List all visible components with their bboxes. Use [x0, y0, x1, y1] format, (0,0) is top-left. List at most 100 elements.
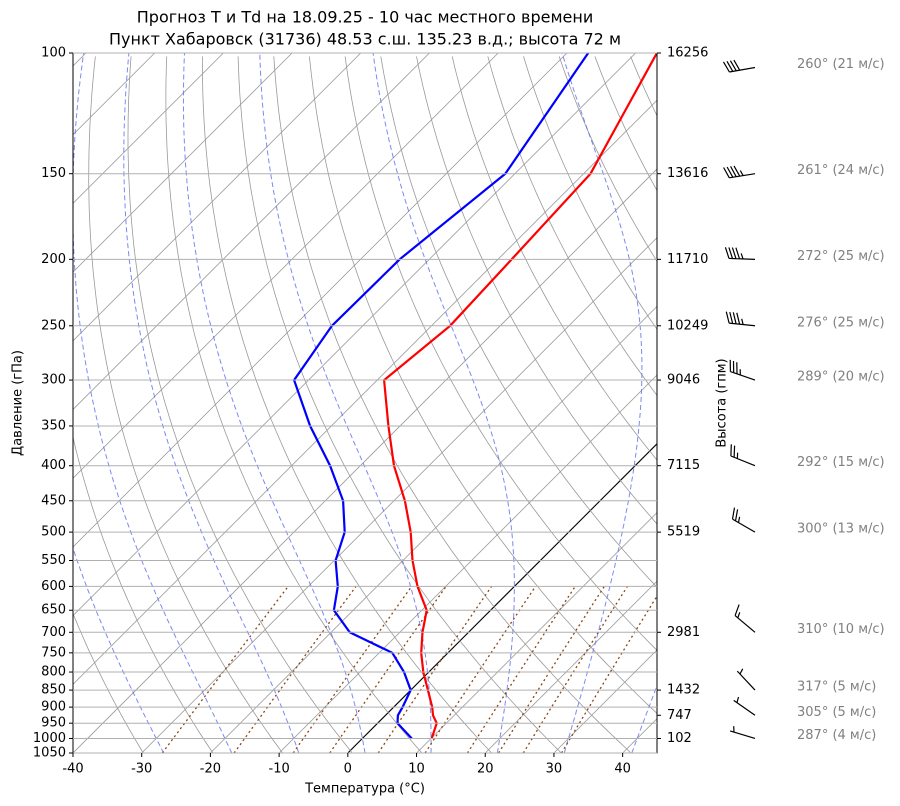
moist-adiabat — [182, 53, 366, 753]
y-tick-label: 200 — [41, 252, 66, 267]
dry-adiabat — [702, 56, 900, 753]
y-tick-label: 400 — [41, 458, 66, 473]
y2-tick-label: 7115 — [667, 458, 700, 473]
y2-tick-label: 5519 — [667, 525, 700, 540]
dry-adiabat — [88, 56, 283, 753]
moist-adiabat — [73, 53, 233, 753]
isotherm — [73, 168, 657, 753]
wind-barb — [723, 165, 756, 179]
mixing-ratio-line — [329, 586, 447, 753]
y-tick-label: 450 — [41, 493, 66, 508]
wind-label: 317° (5 м/с) — [797, 680, 876, 695]
wind-barb — [724, 247, 756, 260]
dry-adiabat — [344, 56, 657, 651]
isotherm — [210, 305, 657, 753]
y-tick-label: 700 — [41, 625, 66, 640]
wind-barb — [734, 604, 756, 633]
isotherm — [416, 511, 657, 753]
wind-label: 305° (5 м/с) — [797, 705, 876, 720]
wind-barb — [733, 696, 756, 716]
y-tick-label: 150 — [41, 166, 66, 181]
wind-barb — [722, 59, 756, 73]
profile-line — [292, 53, 590, 740]
wind-label: 261° (24 м/с) — [797, 163, 885, 178]
x-tick-label: -20 — [200, 762, 221, 777]
isotherm — [278, 374, 657, 753]
y-tick-label: 550 — [41, 553, 66, 568]
dry-adiabat — [487, 56, 657, 397]
dry-adiabat — [594, 56, 657, 192]
y2-tick-label: 16256 — [667, 46, 708, 61]
dry-adiabat — [845, 56, 900, 753]
y2-tick-label: 10249 — [667, 318, 708, 333]
x-tick-label: 30 — [546, 762, 563, 777]
mixing-ratio-line — [560, 594, 657, 753]
isotherm — [347, 443, 657, 753]
dry-adiabat — [309, 56, 657, 714]
y-tick-label: 950 — [41, 716, 66, 731]
mixing-ratio-line — [522, 586, 628, 753]
dry-adiabat — [73, 435, 214, 753]
dry-adiabat — [809, 56, 900, 753]
x-tick-label: 40 — [614, 762, 631, 777]
isotherm — [141, 237, 657, 753]
y-tick-label: 650 — [41, 603, 66, 618]
y-tick-label: 100 — [41, 46, 66, 61]
isotherm — [73, 53, 362, 342]
wind-label: 260° (21 м/с) — [797, 57, 885, 72]
dry-adiabat — [73, 612, 144, 753]
wind-label: 289° (20 м/с) — [797, 370, 885, 385]
y-tick-label: 350 — [41, 418, 66, 433]
wind-barb — [729, 359, 756, 381]
dry-adiabat — [738, 56, 900, 753]
y-tick-label: 600 — [41, 579, 66, 594]
mixing-ratio-line — [466, 586, 576, 753]
dry-adiabat — [202, 56, 492, 753]
x-tick-label: -10 — [269, 762, 290, 777]
moist-adiabat — [123, 53, 300, 753]
y2-tick-label: 9046 — [667, 373, 700, 388]
mixing-ratio-line — [424, 586, 537, 753]
wind-barb — [730, 444, 756, 467]
x-tick-label: 0 — [344, 762, 352, 777]
wind-barb — [731, 507, 756, 533]
isotherm — [760, 53, 900, 753]
dry-adiabat — [273, 56, 632, 753]
y2-tick-label: 747 — [667, 708, 692, 723]
y-tick-label: 900 — [41, 700, 66, 715]
mixing-ratio-line — [233, 586, 357, 753]
y-tick-label: 850 — [41, 683, 66, 698]
y-tick-label: 300 — [41, 373, 66, 388]
dry-adiabat — [451, 56, 657, 461]
y-tick-label: 1050 — [33, 746, 66, 761]
dry-adiabat — [127, 56, 353, 753]
dry-adiabat — [880, 56, 900, 753]
mixing-ratio-line — [498, 586, 605, 753]
chart-subtitle: Пункт Хабаровск (31736) 48.53 с.ш. 135.2… — [109, 30, 621, 49]
dry-adiabat — [523, 56, 657, 330]
wind-label: 310° (10 м/с) — [797, 622, 885, 637]
isotherm — [73, 53, 568, 548]
isotherm — [73, 53, 293, 273]
y-tick-label: 800 — [41, 665, 66, 680]
isotherm — [73, 53, 224, 204]
y2-axis-label: Высота (гпм) — [715, 358, 730, 447]
y2-tick-label: 2981 — [667, 625, 700, 640]
moist-adiabat — [561, 53, 643, 753]
y2-tick-label: 11710 — [667, 252, 708, 267]
dry-adiabat — [630, 56, 657, 117]
profile-line — [382, 53, 657, 739]
moist-adiabat — [372, 53, 515, 753]
wind-label: 276° (25 м/с) — [797, 315, 885, 330]
dry-adiabat — [380, 56, 657, 588]
y-tick-label: 1000 — [33, 731, 66, 746]
moist-adiabat — [259, 53, 432, 753]
wind-barb — [729, 726, 756, 740]
dry-adiabat — [773, 56, 900, 753]
y-tick-label: 250 — [41, 318, 66, 333]
y-tick-label: 500 — [41, 525, 66, 540]
x-tick-label: -30 — [131, 762, 152, 777]
wind-label: 292° (15 м/с) — [797, 455, 885, 470]
isotherm — [73, 53, 499, 479]
wind-label: 272° (25 м/с) — [797, 249, 885, 264]
